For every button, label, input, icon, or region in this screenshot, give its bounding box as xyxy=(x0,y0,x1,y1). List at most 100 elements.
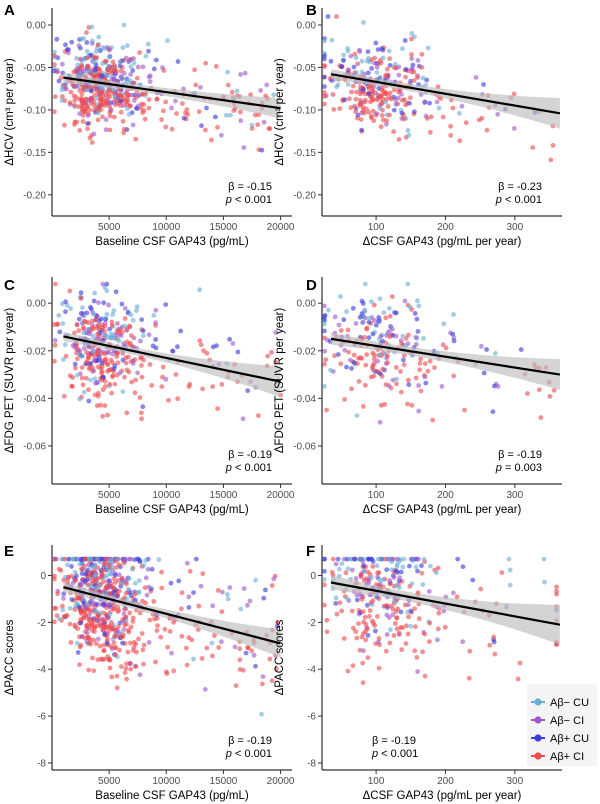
data-point xyxy=(451,590,456,596)
data-point xyxy=(123,606,129,612)
data-point xyxy=(153,307,159,313)
data-point xyxy=(385,72,391,78)
data-point xyxy=(88,304,93,310)
data-point xyxy=(179,633,185,639)
data-point xyxy=(105,629,111,635)
data-point xyxy=(153,659,158,665)
data-point xyxy=(365,70,371,76)
data-point xyxy=(62,122,67,128)
regression-line xyxy=(63,76,281,110)
data-point xyxy=(146,48,151,54)
data-point xyxy=(139,363,144,368)
data-point xyxy=(85,121,90,126)
data-point xyxy=(255,122,261,128)
data-point xyxy=(95,331,101,337)
data-point xyxy=(89,620,95,626)
data-point xyxy=(98,102,104,108)
data-point xyxy=(400,564,406,570)
data-point xyxy=(361,563,367,569)
data-point xyxy=(105,88,111,94)
data-point xyxy=(174,111,179,116)
data-point xyxy=(151,599,157,604)
data-point xyxy=(401,362,407,368)
data-point xyxy=(273,330,279,335)
data-point xyxy=(141,333,146,339)
data-point xyxy=(403,641,409,646)
data-point xyxy=(154,615,160,621)
y-tick-label: -0.04 xyxy=(23,394,46,405)
data-point xyxy=(415,58,421,63)
data-point xyxy=(107,381,113,387)
data-point xyxy=(359,127,364,133)
data-point xyxy=(60,61,65,67)
data-point xyxy=(343,570,349,576)
data-point xyxy=(68,89,74,95)
data-point xyxy=(375,570,381,576)
data-point xyxy=(363,97,368,103)
data-point xyxy=(353,321,359,326)
data-point xyxy=(116,92,122,98)
data-point xyxy=(81,600,87,606)
data-point xyxy=(410,62,416,68)
data-point xyxy=(375,47,381,52)
data-point xyxy=(85,103,91,109)
beta-label: β = -0.19 xyxy=(228,449,272,461)
data-point xyxy=(169,650,174,656)
data-point xyxy=(80,353,85,359)
data-point xyxy=(118,74,124,80)
data-point xyxy=(373,322,379,328)
data-point xyxy=(89,41,95,46)
data-point xyxy=(146,640,152,645)
data-point xyxy=(108,571,114,577)
data-point xyxy=(109,335,114,341)
data-point xyxy=(395,606,401,612)
data-point xyxy=(187,568,193,574)
data-point xyxy=(345,327,351,333)
data-point xyxy=(455,556,461,562)
data-point xyxy=(103,92,109,98)
data-point xyxy=(204,105,209,111)
data-point xyxy=(137,50,143,55)
data-point xyxy=(434,570,439,576)
data-point xyxy=(412,648,418,654)
data-point xyxy=(364,58,370,64)
data-point xyxy=(90,333,96,339)
data-point xyxy=(416,616,422,622)
data-point xyxy=(415,568,420,574)
data-point xyxy=(261,595,267,601)
data-point xyxy=(387,313,393,319)
data-point xyxy=(140,328,146,334)
data-point xyxy=(165,38,170,43)
data-point xyxy=(402,38,408,43)
data-point xyxy=(124,95,130,101)
x-tick-label: 15000 xyxy=(210,776,238,787)
data-point xyxy=(345,566,351,572)
data-point xyxy=(116,624,121,629)
data-point xyxy=(159,585,165,591)
data-point xyxy=(548,157,554,163)
data-point xyxy=(341,58,346,63)
data-point xyxy=(220,589,225,595)
data-point xyxy=(109,564,115,570)
data-point xyxy=(77,97,83,102)
data-point xyxy=(322,64,327,69)
data-point xyxy=(71,93,77,99)
data-point xyxy=(368,600,374,606)
data-point xyxy=(420,75,426,81)
data-point xyxy=(184,662,190,668)
data-point xyxy=(87,331,92,337)
data-point xyxy=(61,596,66,601)
data-point xyxy=(77,348,83,354)
data-point xyxy=(81,57,86,62)
data-point xyxy=(203,127,208,133)
data-point xyxy=(107,591,113,597)
data-point xyxy=(341,317,347,323)
data-point xyxy=(342,97,348,103)
data-point xyxy=(191,590,196,595)
data-point xyxy=(209,640,215,646)
data-point xyxy=(70,556,76,562)
data-point xyxy=(375,614,380,619)
data-point xyxy=(419,570,425,576)
data-point xyxy=(392,61,398,67)
data-point xyxy=(52,68,57,74)
